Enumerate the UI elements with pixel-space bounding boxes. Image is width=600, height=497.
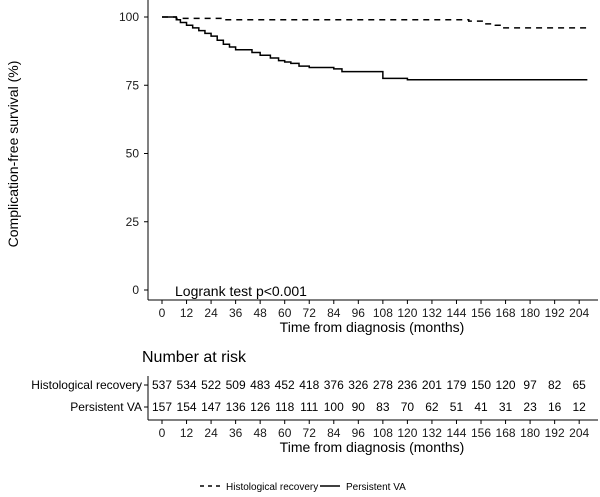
x-tick-label: 48 xyxy=(253,306,267,320)
y-tick-label: 50 xyxy=(126,147,140,161)
risk-x-tick-label: 144 xyxy=(446,426,466,440)
risk-value: 70 xyxy=(401,400,415,414)
risk-x-tick-label: 180 xyxy=(520,426,540,440)
y-axis-ticks: 0 25 50 75 100 xyxy=(119,10,148,297)
legend: Histological recovery Persistent VA xyxy=(200,482,406,493)
risk-value: 157 xyxy=(152,400,172,414)
risk-value: 120 xyxy=(496,378,516,392)
risk-value: 147 xyxy=(201,400,221,414)
risk-value: 23 xyxy=(523,400,537,414)
risk-value: 376 xyxy=(324,378,344,392)
risk-x-axis-title: Time from diagnosis (months) xyxy=(280,439,465,455)
x-tick-label: 144 xyxy=(446,306,466,320)
legend-label-0: Histological recovery xyxy=(226,482,318,493)
x-tick-label: 204 xyxy=(569,306,589,320)
legend-label-1: Persistent VA xyxy=(346,482,406,493)
risk-table-title: Number at risk xyxy=(142,349,247,366)
risk-value: 118 xyxy=(275,400,294,414)
risk-x-tick-label: 72 xyxy=(303,426,317,440)
risk-x-tick-label: 96 xyxy=(352,426,366,440)
risk-value: 452 xyxy=(275,378,295,392)
risk-x-tick-label: 60 xyxy=(278,426,292,440)
x-tick-label: 12 xyxy=(180,306,194,320)
y-tick-label: 0 xyxy=(132,283,139,297)
x-tick-label: 132 xyxy=(422,306,442,320)
x-tick-label: 96 xyxy=(352,306,366,320)
risk-value: 418 xyxy=(299,378,319,392)
risk-value: 201 xyxy=(422,378,442,392)
risk-x-tick-label: 192 xyxy=(545,426,565,440)
x-tick-label: 84 xyxy=(327,306,341,320)
risk-row-label: Histological recovery xyxy=(31,378,142,392)
risk-value: 111 xyxy=(300,400,319,414)
risk-x-tick-label: 168 xyxy=(496,426,516,440)
risk-value: 278 xyxy=(373,378,393,392)
y-tick-label: 25 xyxy=(126,215,140,229)
risk-row-label: Persistent VA xyxy=(70,400,142,414)
risk-x-tick-label: 108 xyxy=(373,426,393,440)
risk-value: 236 xyxy=(397,378,417,392)
y-tick-label: 100 xyxy=(119,10,139,24)
risk-value: 65 xyxy=(573,378,587,392)
risk-value: 97 xyxy=(523,378,537,392)
risk-x-tick-label: 156 xyxy=(471,426,491,440)
logrank-annotation: Logrank test p<0.001 xyxy=(175,283,307,299)
y-axis-title: Complication-free survival (%) xyxy=(5,61,21,248)
risk-x-tick-label: 84 xyxy=(327,426,341,440)
risk-table-rows: Histological recovery 537 534 522 509 483 452 4… xyxy=(31,378,586,414)
x-tick-label: 36 xyxy=(229,306,243,320)
risk-value: 537 xyxy=(152,378,172,392)
x-tick-label: 60 xyxy=(278,306,292,320)
series-line-1 xyxy=(162,16,588,81)
risk-x-tick-label: 132 xyxy=(422,426,442,440)
risk-value: 136 xyxy=(226,400,246,414)
risk-value: 82 xyxy=(548,378,562,392)
risk-value: 16 xyxy=(548,400,562,414)
risk-x-tick-label: 48 xyxy=(253,426,267,440)
risk-x-axis-ticks: 0 12 24 36 48 60 72 84 96 108 120 132 144 156 168 180 19… xyxy=(159,420,590,440)
y-tick-label: 75 xyxy=(126,78,140,92)
risk-value: 509 xyxy=(226,378,246,392)
risk-value: 126 xyxy=(250,400,270,414)
risk-value: 100 xyxy=(324,400,344,414)
x-tick-label: 24 xyxy=(204,306,218,320)
risk-x-tick-label: 120 xyxy=(397,426,417,440)
km-plot: Complication-free survival (%) 0 25 50 75 10… xyxy=(5,0,598,335)
risk-value: 62 xyxy=(425,400,439,414)
risk-value: 51 xyxy=(450,400,464,414)
risk-value: 483 xyxy=(250,378,270,392)
risk-value: 83 xyxy=(376,400,390,414)
risk-x-tick-label: 12 xyxy=(180,426,194,440)
x-tick-label: 0 xyxy=(159,306,166,320)
risk-value: 326 xyxy=(348,378,368,392)
risk-x-tick-label: 36 xyxy=(229,426,243,440)
risk-value: 150 xyxy=(471,378,491,392)
x-axis-ticks: 0 12 24 36 48 60 72 84 96 108 120 132 144 156 168 180 19… xyxy=(159,300,590,320)
risk-value: 154 xyxy=(177,400,197,414)
x-tick-label: 168 xyxy=(496,306,516,320)
risk-value: 90 xyxy=(352,400,366,414)
survival-curves xyxy=(162,16,588,81)
risk-value: 534 xyxy=(177,378,197,392)
x-tick-label: 108 xyxy=(373,306,393,320)
risk-x-tick-label: 0 xyxy=(159,426,166,440)
risk-value: 41 xyxy=(474,400,488,414)
x-axis-title: Time from diagnosis (months) xyxy=(280,319,465,335)
risk-x-tick-label: 204 xyxy=(569,426,589,440)
risk-value: 522 xyxy=(201,378,221,392)
x-tick-label: 120 xyxy=(397,306,417,320)
x-tick-label: 72 xyxy=(303,306,317,320)
x-tick-label: 156 xyxy=(471,306,491,320)
x-tick-label: 180 xyxy=(520,306,540,320)
risk-value: 12 xyxy=(573,400,587,414)
series-line-0 xyxy=(162,16,588,29)
x-tick-label: 192 xyxy=(545,306,565,320)
risk-x-tick-label: 24 xyxy=(204,426,218,440)
risk-value: 179 xyxy=(446,378,466,392)
risk-table: Number at risk Histological recovery 537 5… xyxy=(31,349,598,455)
risk-value: 31 xyxy=(499,400,513,414)
